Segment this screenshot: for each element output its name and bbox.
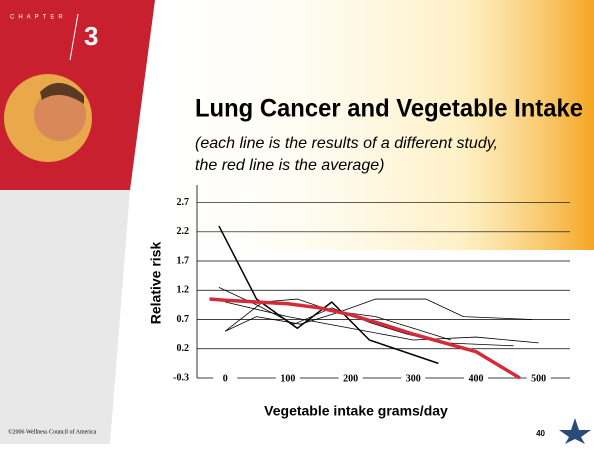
x-tick-label-bg: [463, 372, 488, 384]
x-tick-label-bg: [401, 372, 426, 384]
y-axis-label: Relative risk: [148, 242, 164, 325]
lower-band: [0, 190, 130, 444]
chapter-number: 3: [84, 21, 98, 51]
x-tick-label-bg: [526, 372, 551, 384]
y-tick-label: 0.2: [177, 343, 190, 354]
y-tick-label: 1.2: [177, 285, 190, 296]
chart-subtitle: the red line is the average): [195, 157, 384, 174]
x-tick-label-bg: [338, 372, 363, 384]
portrait-hair: [40, 82, 84, 104]
x-tick-label: 400: [468, 373, 483, 384]
x-tick-label-bg: [213, 372, 238, 384]
y-tick-label: 0.7: [177, 314, 190, 325]
y-tick-label: -0.3: [173, 372, 189, 383]
x-tick-label: 100: [280, 373, 295, 384]
background-glow: [150, 0, 594, 250]
series-line: [225, 298, 533, 332]
plot: -0.3 0.2 0.7 1.2 1.7 2.2 2.7 0 100 200 300 400 500: [173, 185, 570, 384]
chart-subtitle: (each line is the results of a different…: [195, 135, 498, 152]
x-tick-label: 0: [223, 373, 228, 384]
footer: ©2006 Wellness Council of America: [8, 428, 97, 435]
chart-title: Lung Cancer and Vegetable Intake: [195, 95, 583, 123]
x-tick-label: 500: [531, 373, 546, 384]
chapter-label: CHAPTER: [10, 15, 67, 21]
chapter-divider: [69, 13, 79, 61]
series-line: [209, 297, 521, 380]
y-tick-label: 2.2: [177, 226, 190, 237]
y-tick-label: 1.7: [177, 255, 190, 266]
x-tick-label: 200: [343, 373, 358, 384]
series-line: [225, 301, 539, 344]
star-icon: [559, 418, 591, 444]
page-number: 40: [536, 429, 545, 438]
x-tick-label-bg: [275, 372, 300, 384]
x-tick-label: 300: [406, 373, 421, 384]
y-tick-label: 2.7: [177, 197, 190, 208]
x-axis-label: Vegetable intake grams/day: [264, 403, 448, 419]
portrait-face: [34, 89, 86, 141]
